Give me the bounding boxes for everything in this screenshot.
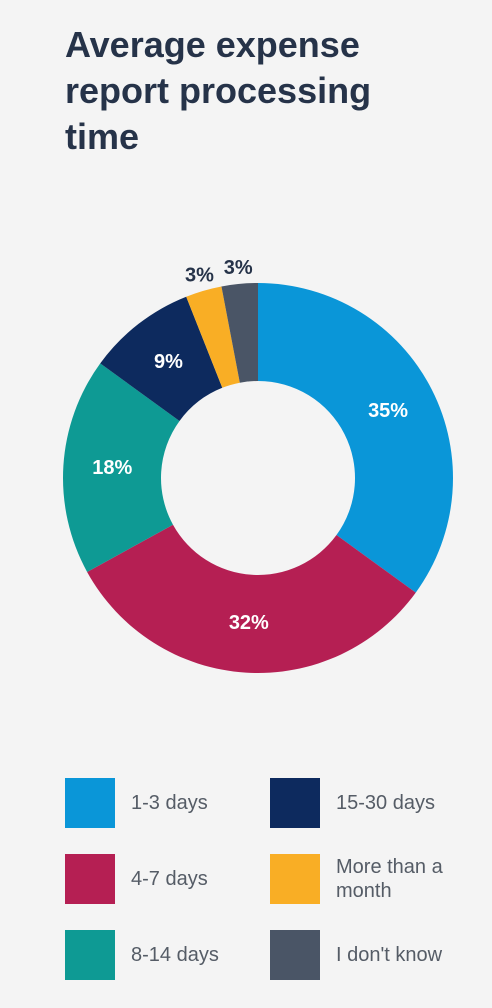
legend-swatch [270, 854, 320, 904]
legend-label: More than a month [336, 856, 443, 902]
data-label: 35% [368, 400, 408, 422]
donut-chart: 35% 32% 18% 9% 3% 3% [62, 257, 453, 674]
chart-title: Average expense report processing time [65, 24, 372, 157]
legend-label: 4-7 days [131, 868, 208, 890]
legend-swatch [65, 854, 115, 904]
data-label: 3% [185, 265, 214, 287]
legend-item: 8-14 days [65, 930, 239, 980]
legend-swatch [270, 930, 320, 980]
donut-slice [100, 296, 223, 421]
legend-item: More than a month [270, 854, 444, 904]
legend-swatch [270, 778, 320, 828]
legend-label: 8-14 days [131, 944, 219, 966]
data-label: 18% [92, 457, 132, 479]
data-label: 3% [224, 257, 253, 279]
legend-label: I don't know [336, 944, 443, 966]
donut-slice [186, 286, 240, 388]
legend-item: 15-30 days [270, 778, 444, 828]
legend-swatch [65, 930, 115, 980]
legend-swatch [65, 778, 115, 828]
legend-label: 1-3 days [131, 792, 208, 814]
donut-slice [258, 283, 453, 593]
legend-item: 4-7 days [65, 854, 239, 904]
legend-item: 1-3 days [65, 778, 239, 828]
data-label: 32% [229, 612, 269, 634]
legend-label: 15-30 days [336, 792, 435, 814]
donut-slice [87, 524, 416, 674]
data-label: 9% [154, 351, 183, 373]
donut-slice [221, 283, 258, 383]
donut-slice [62, 363, 180, 572]
legend-item: I don't know [270, 930, 444, 980]
